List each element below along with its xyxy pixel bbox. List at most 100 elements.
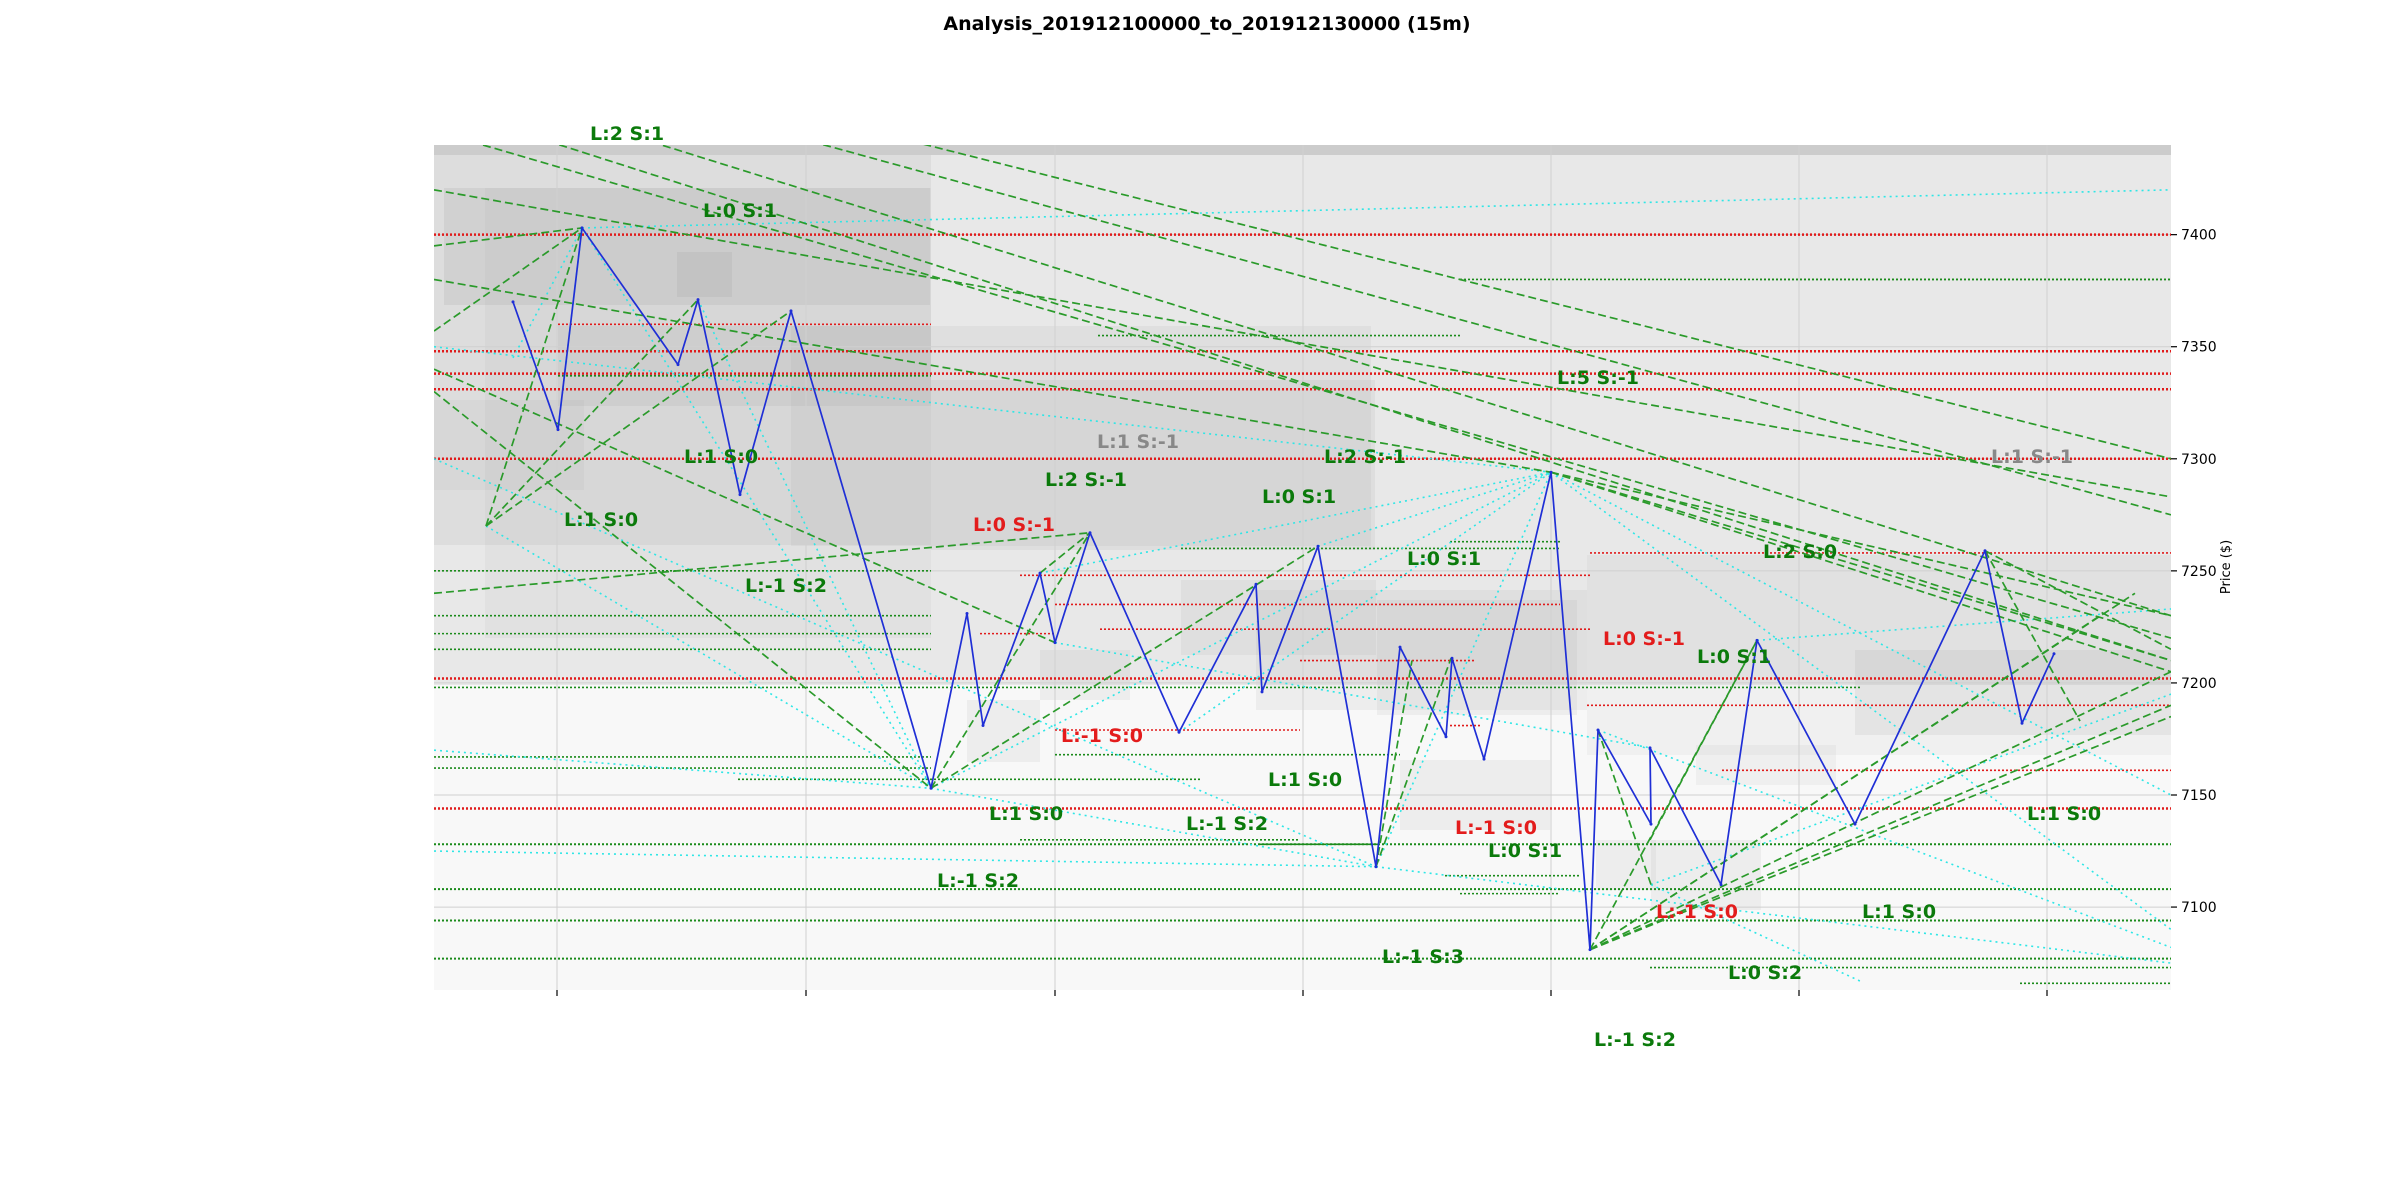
annotation-label: L:0 S:1 (703, 200, 777, 222)
trend-line (1550, 471, 2171, 617)
annotation-label: L:0 S:1 (1407, 548, 1481, 570)
price-point (2052, 652, 2056, 656)
price-point (1260, 690, 1264, 694)
annotation-label: L:0 S:2 (1728, 962, 1802, 984)
zone-box (677, 252, 732, 297)
zone-box (444, 188, 930, 305)
annotation-label: L:5 S:-1 (1557, 367, 1639, 389)
projection-lines (434, 189, 2171, 982)
y-tick-label: 7300 (2181, 452, 2217, 468)
price-point (1374, 865, 1378, 869)
projection-line (1550, 471, 2171, 931)
annotation-label: L:-1 S:3 (1382, 946, 1464, 968)
annotation-label: L:2 S:-1 (1045, 469, 1127, 491)
price-point (981, 724, 985, 728)
trend-line (434, 368, 1056, 644)
trend-line (1649, 639, 1758, 841)
annotation-label: L:0 S:1 (1262, 486, 1336, 508)
price-point (1755, 638, 1759, 642)
price-point (1853, 822, 1857, 826)
y-tick-label: 7100 (2181, 900, 2217, 916)
price-point (1649, 822, 1653, 826)
price-point (1596, 728, 1600, 732)
annotation-label: L:0 S:-1 (973, 514, 1055, 536)
y-axis-label: Price ($) (2219, 540, 2234, 594)
projection-line (1178, 471, 1552, 733)
annotation-label: L:1 S:0 (989, 803, 1063, 825)
zone-box (1181, 580, 1376, 655)
annotation-label: L:0 S:1 (1488, 840, 1562, 862)
price-point (1983, 549, 1987, 553)
price-point (789, 309, 793, 313)
price-point (1482, 757, 1486, 761)
zone-box (1696, 745, 1836, 785)
price-point (1719, 883, 1723, 887)
trend-line (1589, 614, 2101, 951)
trend-line (923, 145, 2171, 460)
price-point (929, 786, 933, 790)
annotation-label: L:1 S:0 (1862, 901, 1936, 923)
trend-line (434, 188, 2171, 498)
annotation-label: L:0 S:-1 (1603, 628, 1685, 650)
price-point (511, 300, 515, 304)
price-point (1177, 730, 1181, 734)
projection-line (434, 749, 932, 790)
price-point (965, 611, 969, 615)
trend-line (557, 145, 2171, 662)
zone-box (1587, 555, 2171, 755)
trend-line (485, 310, 792, 527)
price-point (696, 298, 700, 302)
projection-line (485, 525, 932, 789)
projection-line (1550, 471, 2171, 796)
trend-line (821, 145, 2171, 516)
y-tick-label: 7400 (2181, 228, 2217, 244)
trend-line (1984, 550, 2081, 722)
y-tick-label: 7350 (2181, 340, 2217, 356)
trend-line (485, 299, 699, 527)
price-point (1648, 746, 1652, 750)
trend-line (434, 227, 583, 332)
y-tick-label: 7200 (2181, 676, 2217, 692)
price-point (580, 226, 584, 230)
annotation-label: L:-1 S:2 (1594, 1029, 1676, 1051)
annotation-label: L:-1 S:0 (1656, 901, 1738, 923)
trend-line (479, 145, 2171, 639)
horizontal-levels (434, 233, 2171, 985)
projection-line (1054, 641, 1652, 749)
trend-line (1039, 532, 1091, 574)
annotation-label: L:2 S:0 (1763, 541, 1837, 563)
price-point (1450, 656, 1454, 660)
trend-line (434, 227, 583, 247)
projection-line (434, 850, 1377, 868)
projection-line (697, 299, 932, 789)
price-series (511, 226, 2056, 952)
trend-line (1550, 471, 2171, 673)
trend-line (1984, 549, 2171, 651)
price-point (1053, 641, 1057, 645)
price-point (1398, 645, 1402, 649)
price-point (1088, 531, 1092, 535)
trend-line (434, 390, 932, 789)
annotation-label: L:-1 S:2 (745, 575, 827, 597)
trend-line (930, 532, 1091, 789)
price-point (676, 363, 680, 367)
zone-box (967, 700, 1040, 762)
projection-line (1375, 865, 2171, 964)
zone-box (931, 380, 1375, 550)
projection-line (930, 471, 1552, 789)
trend-line (1375, 660, 1413, 867)
projection-line (1650, 693, 2171, 886)
annotation-label: L:2 S:-1 (1324, 446, 1406, 468)
trend-line (658, 145, 2171, 617)
zone-box (1855, 650, 2171, 735)
trend-lines (434, 145, 2171, 951)
price-point (1588, 948, 1592, 952)
trend-line (434, 531, 1091, 595)
trend-line (1375, 657, 1452, 868)
y-tick-label: 7250 (2181, 564, 2217, 580)
x-axis (556, 990, 2048, 996)
annotation-label: L:-1 S:2 (1186, 813, 1268, 835)
zone-box (1377, 600, 1577, 715)
trend-line (1589, 704, 2171, 951)
price-point (1444, 735, 1448, 739)
